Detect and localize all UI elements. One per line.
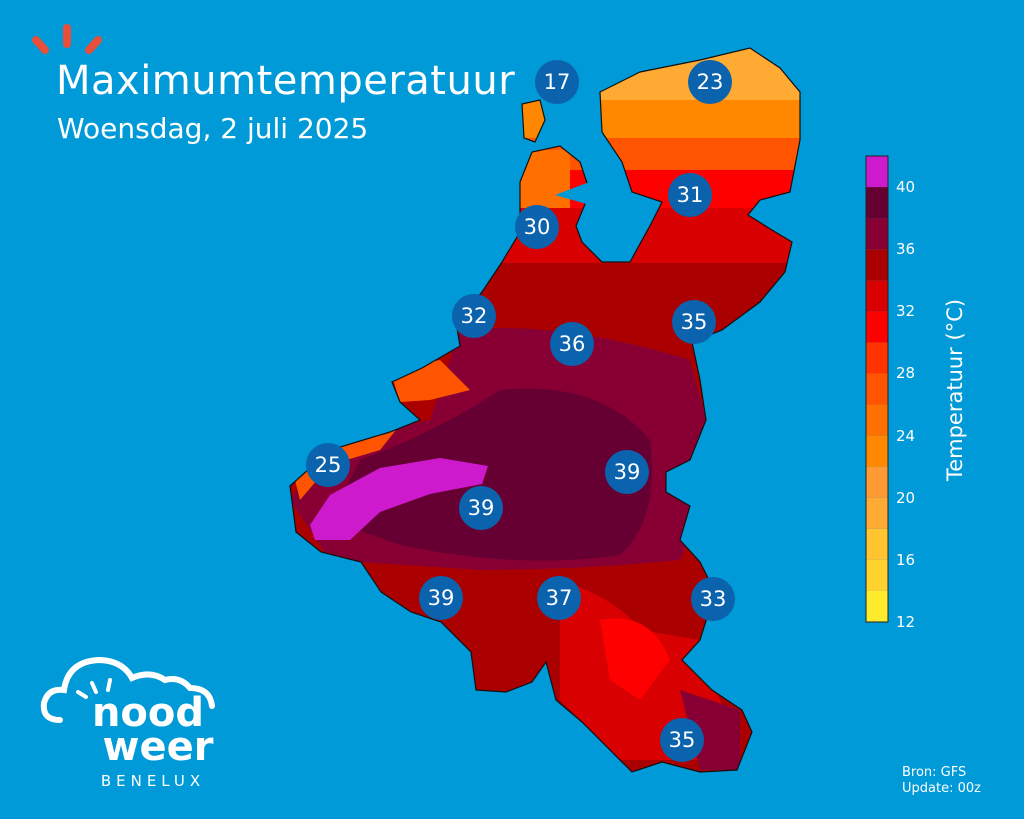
colorbar-band [866,559,888,591]
station-bubbles: 17 23 31 30 32 35 36 25 39 39 39 37 33 35 [306,60,735,762]
station-temperature: 35 [681,310,708,334]
station-bubble: 35 [672,300,716,344]
colorbar-tick: 12 [896,613,916,631]
source-note: Bron: GFS Update: 00z [902,765,981,797]
station-bubble: 39 [459,486,503,530]
colorbar-tick: 28 [896,364,916,383]
logo-text-weer: weer [103,724,214,770]
update-text: Update: 00z [902,781,981,796]
station-temperature: 35 [669,728,696,752]
colorbar-band [866,249,888,281]
station-temperature: 36 [559,332,586,356]
page-title: Maximumtemperatuur [56,58,516,104]
station-bubble: 32 [452,294,496,338]
colorbar-band [866,280,888,312]
station-bubble: 39 [605,450,649,494]
station-bubble: 36 [550,322,594,366]
station-bubble: 25 [306,443,350,487]
station-temperature: 25 [315,453,342,477]
colorbar-band [866,187,888,219]
colorbar-band [866,497,888,529]
station-bubble: 35 [660,718,704,762]
date-subtitle: Woensdag, 2 juli 2025 [57,112,369,145]
station-temperature: 32 [461,304,488,328]
ijsselmeer [555,178,625,205]
station-temperature: 30 [524,215,551,239]
station-bubble: 31 [668,173,712,217]
logo-text-benelux: BENELUX [101,772,205,790]
colorbar-tick: 16 [896,550,916,569]
station-bubble: 33 [691,577,735,621]
colorbar-band [866,590,888,622]
colorbar-band [866,404,888,436]
station-temperature: 37 [546,586,573,610]
logo-rays-icon [32,24,102,54]
colorbar-label: Temperatuur (°C) [943,298,967,482]
colorbar-band [866,218,888,250]
station-bubble: 17 [535,60,579,104]
source-text: Bron: GFS [902,765,967,780]
station-bubble: 23 [688,60,732,104]
colorbar-band [866,373,888,405]
colorbar-tick: 40 [896,178,916,197]
colorbar-tick: 20 [896,488,916,507]
colorbar-tick: 32 [896,302,916,321]
station-bubble: 39 [419,576,463,620]
colorbar-band [866,466,888,498]
colorbar-tick: 36 [896,240,916,259]
station-temperature: 39 [468,496,495,520]
station-temperature: 31 [677,183,704,207]
logo-text-nood: nood [92,690,204,736]
station-bubble: 30 [515,205,559,249]
station-temperature: 17 [544,70,571,94]
colorbar-band [866,342,888,374]
station-temperature: 39 [428,586,455,610]
colorbar-band [866,156,888,188]
station-bubble: 37 [537,576,581,620]
station-temperature: 39 [614,460,641,484]
colorbar-tick: 24 [896,426,916,445]
noodweer-logo: nood weer BENELUX [40,656,215,790]
colorbar-band [866,528,888,560]
station-temperature: 23 [697,70,724,94]
colorbar-band [866,435,888,467]
station-temperature: 33 [700,587,727,611]
colorbar-band [866,311,888,343]
